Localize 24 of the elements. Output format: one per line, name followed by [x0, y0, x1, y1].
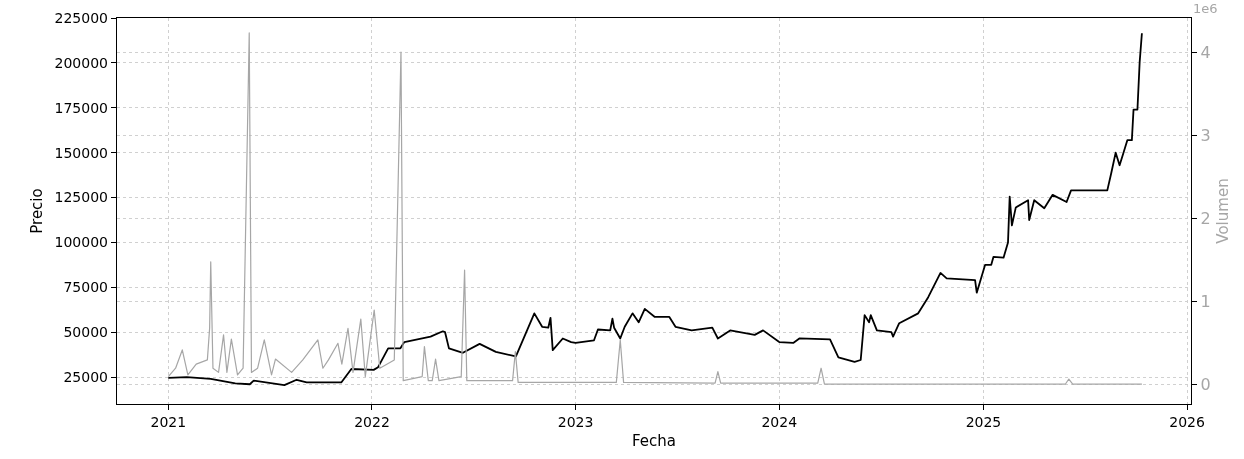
x-tick-label: 2024	[761, 414, 798, 430]
y2-tick-label: 0	[1200, 375, 1211, 395]
y-tick-label: 125000	[54, 189, 108, 206]
y-tick-label: 200000	[54, 54, 108, 71]
x-tick-label: 2023	[557, 414, 594, 430]
y-tick-label: 100000	[54, 234, 108, 251]
y-tick-label: 50000	[63, 324, 108, 341]
y2-tick-label: 1	[1200, 292, 1211, 312]
y2-tick-label: 4	[1200, 42, 1211, 62]
y-axis-title: Precio	[27, 188, 46, 234]
y-tick-label: 75000	[63, 279, 108, 296]
y-tick-label: 225000	[54, 9, 108, 26]
x-tick-label: 2021	[150, 414, 187, 430]
y-tick-label: 175000	[54, 99, 108, 116]
x-tick-label: 2022	[354, 414, 390, 430]
x-tick-label: 2025	[965, 414, 1002, 430]
x-axis-title: Fecha	[632, 431, 676, 450]
y-tick-label: 150000	[54, 144, 108, 161]
y2-axis-title: Volumen	[1214, 178, 1233, 244]
y-tick-label: 25000	[63, 368, 108, 385]
text: 1e6	[1193, 1, 1218, 16]
x-tick-label: 2026	[1169, 414, 1205, 430]
y2-tick-label: 3	[1200, 125, 1211, 145]
y2-tick-label: 2	[1200, 209, 1211, 229]
